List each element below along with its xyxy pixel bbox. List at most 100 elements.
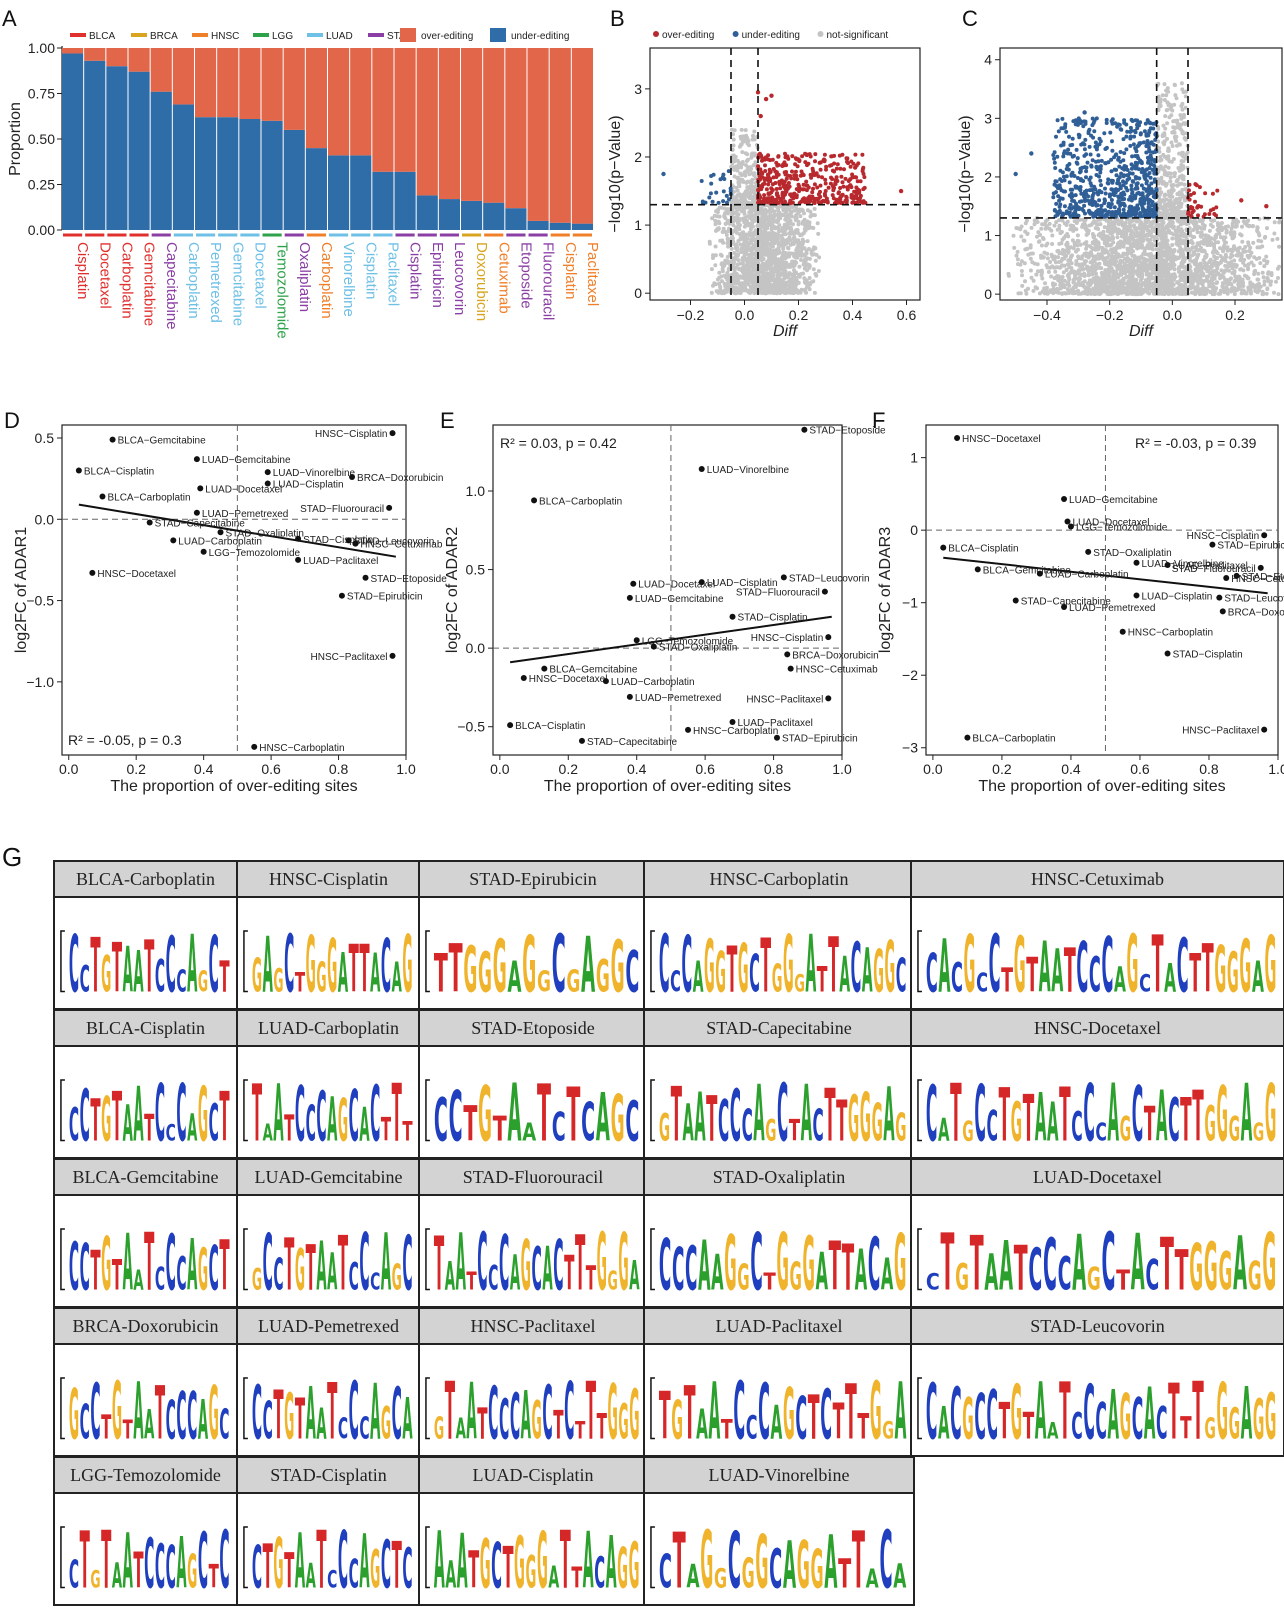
chart-b-x-tick-label: 0.2 — [789, 307, 809, 323]
chart-c-point — [1179, 261, 1184, 266]
chart-c-point — [1236, 219, 1241, 224]
chart-c-point — [1249, 291, 1253, 296]
chart-b-point — [831, 186, 836, 191]
chart-b-point — [824, 196, 829, 201]
chart-b-point — [709, 181, 714, 186]
chart-b-point — [818, 183, 823, 188]
chart-b-point — [781, 260, 785, 265]
chart-b-x-tick-label: 0.0 — [735, 307, 755, 323]
chart-b-point — [734, 242, 739, 247]
chart-b-point — [707, 239, 712, 244]
chart-b-point — [788, 198, 793, 203]
chart-b-point — [839, 174, 844, 179]
chart-b-point — [832, 161, 837, 166]
chart-c-point — [1261, 275, 1266, 280]
chart-c-point — [1038, 233, 1043, 237]
chart-b-point — [740, 177, 745, 182]
chart-b-point — [765, 260, 770, 265]
chart-c-point — [1098, 266, 1103, 270]
chart-c-point — [1232, 244, 1236, 249]
chart-c-point — [1025, 231, 1030, 236]
chart-c-point — [1216, 240, 1221, 245]
chart-b-point — [744, 135, 749, 140]
a-category-label: Fluorouracil — [540, 242, 557, 320]
chart-b-point — [771, 287, 776, 292]
chart-c-point — [1081, 267, 1086, 272]
chart-b-point — [793, 169, 798, 174]
chart-c-point — [1169, 183, 1174, 188]
chart-b-point — [712, 213, 717, 218]
chart-c-point — [1210, 292, 1215, 297]
chart-c-point — [1190, 245, 1195, 250]
chart-b-point — [812, 206, 817, 211]
a-category-label: Paclitaxel — [384, 242, 401, 306]
chart-c-point — [1180, 107, 1185, 112]
chart-c-point — [1254, 257, 1259, 261]
a-bar-under — [483, 202, 505, 230]
chart-c-point — [1094, 284, 1099, 289]
chart-b-point — [781, 208, 786, 213]
chart-b-point — [771, 218, 776, 223]
chart-c-point — [1163, 289, 1168, 294]
chart-c-point — [1075, 233, 1080, 238]
chart-b-y-tick-label: 0 — [634, 285, 642, 301]
chart-c-point — [1048, 260, 1053, 264]
chart-c-point — [1090, 264, 1095, 269]
chart-b-point — [766, 250, 771, 255]
chart-c-point — [1085, 281, 1090, 286]
chart-c-point — [1277, 220, 1282, 225]
chart-b-point — [721, 226, 726, 231]
chart-b-point — [733, 154, 738, 159]
chart-c-point — [1206, 268, 1211, 273]
chart-c-point — [1234, 253, 1239, 258]
chart-b-point — [721, 172, 726, 177]
chart-b-point — [759, 264, 764, 268]
chart-c-point — [1167, 250, 1172, 255]
chart-c-point — [1194, 248, 1199, 253]
chart-c-point — [1147, 291, 1152, 296]
chart-c-point — [1210, 264, 1214, 269]
chart-c-point — [1129, 288, 1134, 293]
chart-b-point — [736, 180, 741, 185]
chart-b-point — [789, 176, 794, 181]
chart-b-point — [805, 281, 810, 286]
chart-c-point — [1044, 243, 1049, 248]
chart-b-point — [780, 266, 785, 271]
chart-c-point — [1016, 291, 1021, 296]
chart-b-point — [719, 274, 724, 279]
chart-c-point — [1080, 291, 1085, 296]
chart-c-point — [1087, 244, 1092, 249]
chart-c-point — [1107, 237, 1112, 242]
chart-b-point — [840, 152, 845, 157]
chart-b-point — [713, 263, 718, 268]
chart-c-point — [1149, 257, 1154, 262]
chart-c-point — [1265, 286, 1270, 291]
chart-b-point — [776, 268, 781, 273]
chart-b-point — [818, 167, 823, 172]
chart-b-point — [834, 166, 839, 171]
chart-b-point — [792, 208, 797, 213]
chart-c-point — [1245, 219, 1250, 224]
panel-letter-c: C — [962, 6, 978, 31]
chart-b-point — [777, 210, 782, 215]
chart-c-point — [1252, 272, 1257, 277]
chart-b-point — [744, 159, 749, 163]
chart-b-point — [775, 289, 780, 294]
chart-c-point — [1149, 242, 1154, 246]
panel-letter-a: A — [2, 6, 17, 31]
a-bar-under — [549, 222, 571, 230]
chart-b-point — [834, 199, 839, 204]
chart-c-point — [1124, 263, 1129, 268]
chart-c-point — [1172, 130, 1177, 135]
chart-b-point — [803, 252, 808, 257]
chart-b-point — [842, 167, 846, 172]
chart-c-point — [1070, 291, 1075, 295]
chart-b-point — [851, 196, 856, 201]
chart-c-point — [1146, 252, 1151, 257]
chart-b-y-tick-label: 1 — [634, 217, 642, 233]
chart-b-point — [717, 281, 722, 286]
chart-b-point — [731, 262, 736, 266]
chart-b-point — [709, 290, 714, 295]
chart-c-point — [1199, 272, 1204, 277]
chart-b-point — [742, 194, 747, 199]
